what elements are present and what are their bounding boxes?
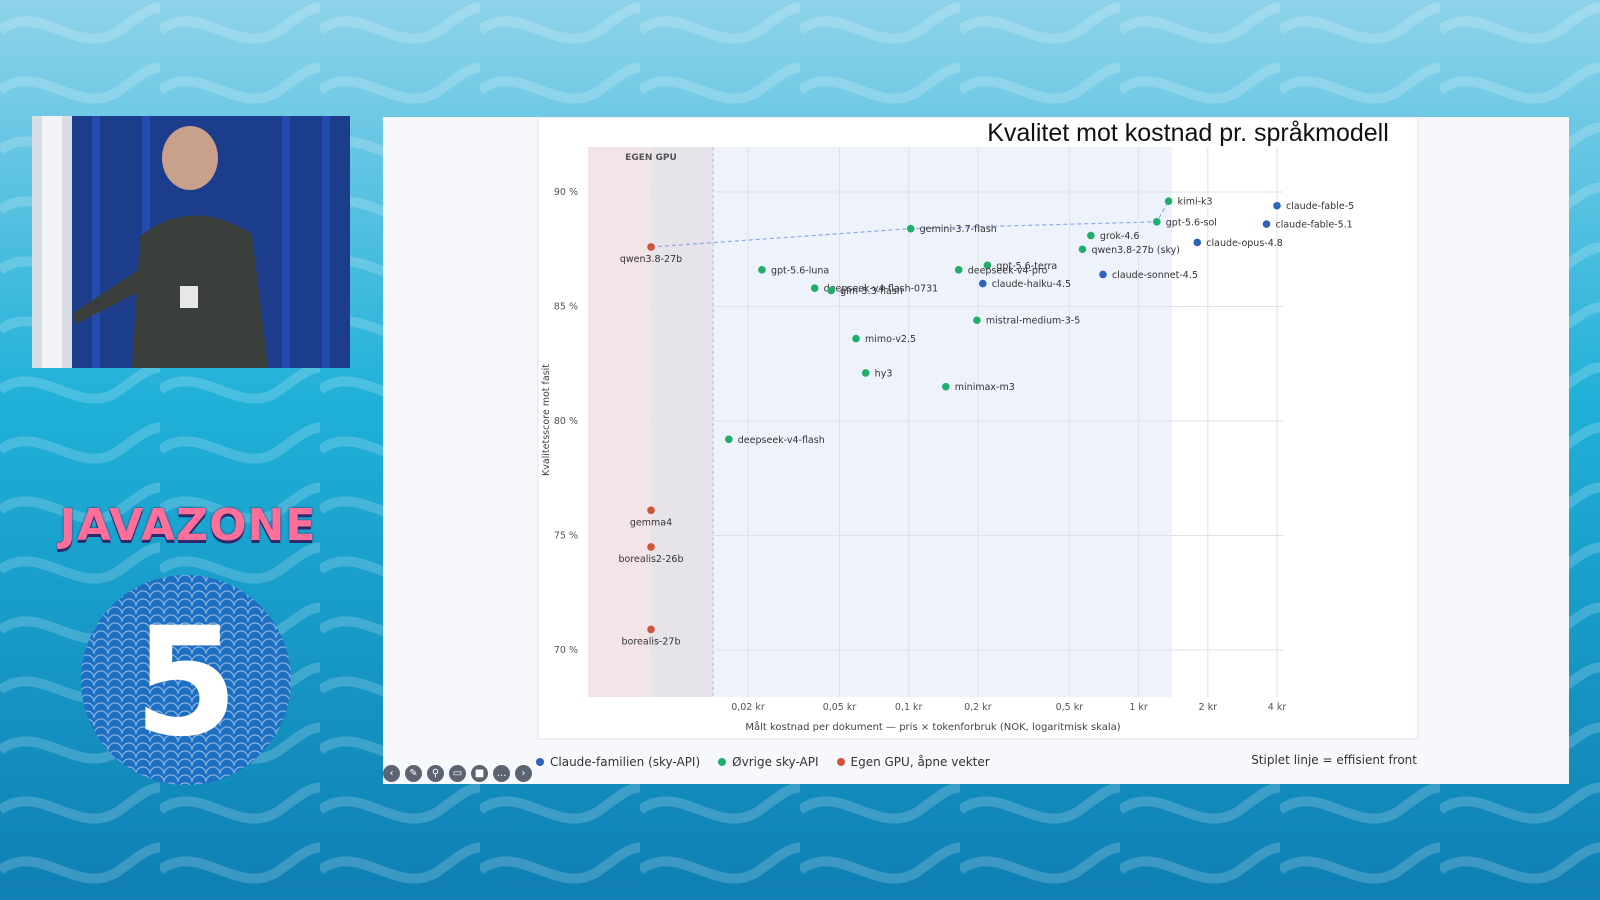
x-tick-label: 1 kr bbox=[1129, 702, 1148, 713]
data-point bbox=[1078, 245, 1087, 254]
x-tick-label: 0,05 kr bbox=[823, 702, 857, 713]
data-label: claude-opus-4.8 bbox=[1206, 238, 1283, 249]
data-label: grok-4.6 bbox=[1100, 231, 1140, 242]
legend-dot bbox=[836, 758, 845, 766]
data-label: gpt-5.6-sol bbox=[1166, 217, 1217, 228]
data-point bbox=[647, 625, 655, 634]
legend-note: Stiplet linje = effisient front bbox=[1251, 753, 1417, 767]
data-label: kimi-k3 bbox=[1178, 197, 1213, 208]
data-label: claude-haiku-4.5 bbox=[992, 279, 1071, 290]
legend-label: Egen GPU, åpne vekter bbox=[850, 755, 990, 769]
data-point bbox=[906, 224, 915, 233]
legend-label: Claude-familien (sky-API) bbox=[550, 755, 701, 769]
data-point bbox=[1273, 201, 1281, 210]
arrow-right-icon[interactable]: › bbox=[515, 765, 532, 782]
chart: EGEN GPU 70 % 75 % 80 % 85 % 90 % 0,02 kr 0,05 … bbox=[537, 117, 1419, 740]
legend-label: Øvrige sky-API bbox=[732, 755, 819, 769]
data-point bbox=[861, 369, 870, 377]
data-point bbox=[724, 435, 733, 444]
data-point bbox=[647, 243, 655, 251]
data-label: claude-fable-5.1 bbox=[1275, 220, 1352, 231]
data-label: borealis-27b bbox=[622, 636, 681, 647]
data-point bbox=[647, 506, 655, 515]
data-label: gpt-5.6-luna bbox=[771, 265, 829, 276]
data-label: glm-5.3-flash bbox=[840, 286, 903, 297]
data-label: deepseek-v4-flash-0731 bbox=[824, 284, 939, 295]
slide-toolbar: ‹ ✎ ⚲ ▭ ■ … › bbox=[383, 765, 532, 782]
data-point bbox=[810, 284, 819, 292]
data-label: hy3 bbox=[875, 368, 893, 379]
video-icon[interactable]: ■ bbox=[471, 765, 488, 782]
y-tick-label: 70 % bbox=[554, 645, 578, 656]
data-point bbox=[1262, 220, 1271, 228]
y-tick-label: 90 % bbox=[554, 187, 578, 198]
data-label: qwen3.8-27b bbox=[620, 254, 682, 265]
data-point bbox=[1164, 197, 1173, 205]
more-icon[interactable]: … bbox=[493, 765, 510, 782]
efficient-front-line bbox=[650, 200, 1170, 248]
zoom-icon[interactable]: ⚲ bbox=[427, 765, 444, 782]
chart-title: Kvalitet mot kostnad pr. språkmodell bbox=[987, 119, 1389, 147]
legend-item: Øvrige sky-API bbox=[718, 755, 819, 769]
y-axis-label: Kvalitetsscore mot fasit bbox=[541, 364, 552, 476]
day-number: 5 bbox=[134, 596, 238, 770]
data-label: mistral-medium-3-5 bbox=[986, 316, 1080, 327]
data-label: claude-fable-5 bbox=[1286, 201, 1354, 212]
x-tick-label: 2 kr bbox=[1199, 702, 1218, 713]
legend-item: Egen GPU, åpne vekter bbox=[836, 755, 990, 769]
data-point bbox=[983, 261, 992, 270]
data-point bbox=[758, 266, 766, 274]
x-tick-label: 4 kr bbox=[1268, 702, 1287, 713]
data-point bbox=[852, 334, 860, 343]
arrow-left-icon[interactable]: ‹ bbox=[383, 765, 400, 782]
x-tick-label: 0,02 kr bbox=[731, 702, 765, 713]
data-point bbox=[1087, 231, 1095, 240]
data-label: gemma4 bbox=[630, 517, 672, 528]
data-point bbox=[647, 543, 655, 551]
gpu-region-inner bbox=[651, 147, 713, 697]
data-label: borealis2-26b bbox=[618, 554, 683, 565]
y-tick-label: 80 % bbox=[554, 416, 578, 427]
speaker-image bbox=[32, 116, 350, 368]
data-point bbox=[1152, 217, 1161, 226]
data-point bbox=[1099, 270, 1107, 279]
data-label: claude-sonnet-4.5 bbox=[1112, 270, 1198, 281]
legend-item: Claude-familien (sky-API) bbox=[536, 755, 700, 769]
x-axis-label: Målt kostnad per dokument — pris × token… bbox=[745, 720, 1120, 733]
y-tick-label: 75 % bbox=[554, 531, 578, 542]
data-point bbox=[1193, 238, 1202, 247]
data-label: gemini-3.7-flash bbox=[920, 224, 997, 235]
data-label: minimax-m3 bbox=[955, 382, 1015, 393]
legend-dot bbox=[536, 758, 544, 766]
pen-icon[interactable]: ✎ bbox=[405, 765, 422, 782]
sky-region bbox=[713, 147, 1173, 697]
data-label: gpt-5.6-terra bbox=[996, 261, 1057, 272]
gpu-region-label: EGEN GPU bbox=[625, 153, 677, 163]
x-tick-label: 0,1 kr bbox=[895, 702, 923, 713]
data-point bbox=[954, 266, 963, 274]
data-label: deepseek-v4-pro bbox=[968, 265, 1048, 276]
slide-frame: EGEN GPU 70 % 75 % 80 % 85 % 90 % 0,02 kr 0,05 … bbox=[383, 117, 1569, 784]
data-point bbox=[973, 316, 981, 325]
data-label: deepseek-v4-flash bbox=[738, 435, 825, 446]
legend-dot bbox=[718, 758, 727, 766]
javazone-logo: JAVAZONE bbox=[59, 500, 317, 551]
day-badge: 5 bbox=[81, 575, 291, 785]
data-label: qwen3.8-27b (sky) bbox=[1091, 245, 1180, 256]
x-tick-label: 0,2 kr bbox=[964, 702, 992, 713]
data-label: mimo-v2.5 bbox=[865, 334, 916, 345]
data-point bbox=[941, 382, 950, 391]
captions-icon[interactable]: ▭ bbox=[449, 765, 466, 782]
y-tick-label: 85 % bbox=[554, 302, 578, 313]
data-point bbox=[978, 279, 987, 288]
data-point bbox=[827, 286, 835, 295]
speaker-video bbox=[32, 116, 350, 368]
x-tick-label: 0,5 kr bbox=[1056, 702, 1084, 713]
legend: Claude-familien (sky-API) Øvrige sky-API E… bbox=[536, 753, 990, 771]
